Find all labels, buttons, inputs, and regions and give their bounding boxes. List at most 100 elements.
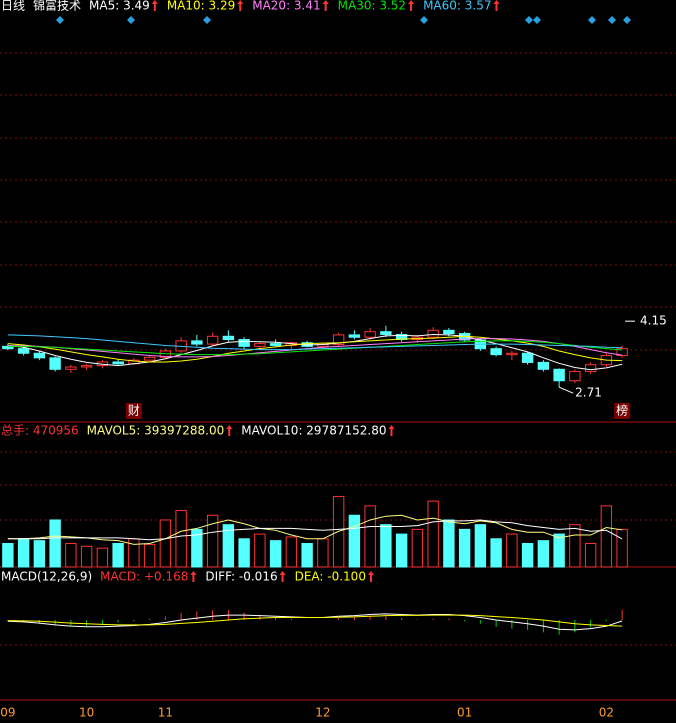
volume-bar: [616, 528, 628, 568]
indicator-line: [7, 514, 623, 545]
candle-body: [222, 335, 235, 340]
header-label: MA10: 3.29: [167, 0, 235, 13]
volume-bar: [65, 542, 77, 568]
volume-bar: [553, 533, 565, 568]
volume-bar: [33, 540, 46, 568]
candle-body: [206, 335, 219, 345]
header-label: MA60: 3.57: [423, 0, 491, 13]
volume-bar: [427, 500, 439, 568]
candle-body: [490, 348, 502, 356]
high-mark-label: 4.15: [640, 314, 667, 328]
volume-bar: [490, 538, 502, 568]
volume-bar: [285, 536, 298, 568]
indicator-line: [7, 333, 623, 371]
indicator-line: [7, 338, 623, 358]
candle-body: [17, 348, 30, 354]
volume-bar: [80, 545, 93, 568]
volume-bar: [2, 542, 14, 568]
candle-body: [191, 340, 203, 345]
volume-bar: [395, 533, 408, 568]
candle-body: [143, 356, 156, 361]
candle-body: [521, 352, 534, 363]
header-label: DIFF: -0.016: [205, 570, 277, 584]
volume-bar: [301, 542, 313, 568]
indicator-line: [7, 614, 623, 627]
indicator-line: [7, 613, 623, 631]
header-label: MAVOL5: 39397288.00: [87, 424, 225, 438]
x-tick-label: 01: [457, 706, 472, 720]
volume-bar: [348, 514, 361, 568]
volume-bar: [474, 524, 487, 568]
candle-body: [80, 365, 93, 368]
up-arrow-icon: [151, 0, 158, 11]
volume-bar: [364, 505, 376, 568]
event-label: 榜: [616, 403, 628, 418]
volume-bar: [269, 540, 282, 568]
header-label: MACD: +0.168: [100, 570, 188, 584]
volume-bar: [458, 528, 471, 568]
candle-body: [112, 361, 124, 365]
candle-body: [537, 361, 550, 370]
candle-body: [348, 334, 361, 338]
volume-bar: [222, 524, 235, 568]
up-arrow-icon: [226, 425, 233, 436]
indicator-line: [7, 340, 623, 356]
volume-bar: [317, 538, 329, 568]
volume-bar: [600, 505, 613, 568]
up-arrow-icon: [279, 571, 286, 582]
candle-body: [506, 352, 518, 356]
volume-bar: [506, 533, 518, 568]
volume-bar: [17, 538, 30, 568]
candle-body: [65, 366, 77, 370]
up-arrow-icon: [408, 0, 415, 11]
candle-body: [364, 331, 376, 338]
up-arrow-icon: [388, 425, 395, 436]
header-label: MAVOL10: 29787152.80: [241, 424, 386, 438]
x-tick-label: 09: [0, 706, 15, 720]
volume-bar: [411, 528, 424, 568]
x-tick-label: 02: [599, 706, 614, 720]
volume-bar: [143, 543, 156, 568]
x-tick-label: 11: [158, 706, 173, 720]
volume-bar: [112, 542, 124, 568]
header-label: 日线: [1, 0, 25, 13]
volume-bar: [537, 540, 550, 568]
candle-body: [427, 329, 439, 338]
event-label: 财: [128, 404, 140, 418]
candle-body: [269, 343, 282, 346]
candle-body: [380, 331, 392, 335]
signal-markers: [56, 16, 631, 24]
candle-body: [49, 357, 61, 370]
volume-bar: [128, 538, 140, 568]
header-label: DEA: -0.100: [295, 570, 366, 584]
low-mark-line: [558, 386, 574, 394]
volume-bar: [254, 533, 266, 568]
volume-bar: [175, 510, 187, 568]
volume-bar: [206, 514, 219, 568]
candle-body: [443, 329, 455, 335]
low-mark-label: 2.71: [575, 386, 602, 400]
event-marker: [125, 403, 142, 419]
up-arrow-icon: [367, 571, 374, 582]
event-marker: [614, 403, 631, 419]
volume-bar: [584, 542, 597, 568]
up-arrow-icon: [322, 0, 329, 11]
header-label: MA30: 3.52: [338, 0, 406, 13]
volume-bar: [443, 519, 455, 568]
header-label: 总手: 470956: [1, 424, 79, 438]
indicator-line: [7, 334, 623, 351]
header-label: MACD(12,26,9): [1, 570, 92, 584]
candle-body: [584, 364, 597, 373]
indicator-line: [7, 519, 623, 541]
candle-body: [553, 368, 565, 382]
volume-bar: [521, 542, 534, 568]
candle-body: [332, 334, 345, 346]
volume-bar: [380, 524, 392, 568]
indicator-line: [7, 335, 623, 363]
candle-body: [33, 352, 46, 359]
volume-bar: [569, 524, 581, 568]
header-label: MA5: 3.49: [89, 0, 150, 13]
candle-body: [238, 339, 250, 347]
